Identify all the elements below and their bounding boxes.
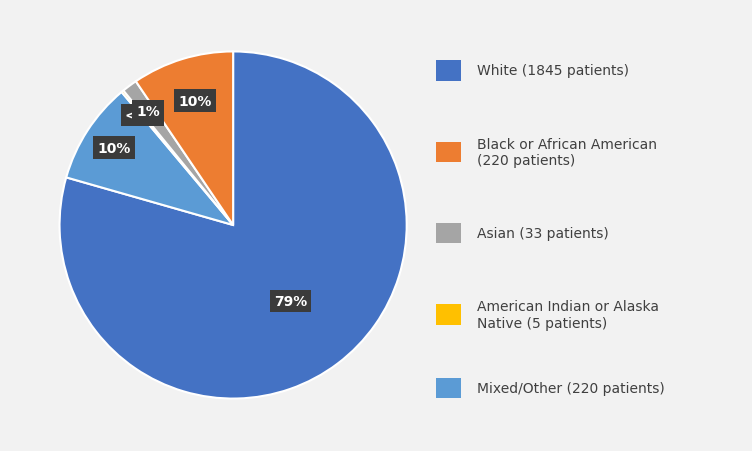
Text: Black or African American
(220 patients): Black or African American (220 patients) <box>478 138 657 167</box>
Bar <box>436 378 462 398</box>
Wedge shape <box>66 93 233 226</box>
Text: 1%: 1% <box>136 105 160 119</box>
Text: American Indian or Alaska
Native (5 patients): American Indian or Alaska Native (5 pati… <box>478 300 660 330</box>
Bar <box>436 223 462 244</box>
Text: Asian (33 patients): Asian (33 patients) <box>478 227 609 240</box>
Wedge shape <box>59 52 407 399</box>
Bar <box>436 305 462 325</box>
Text: 79%: 79% <box>274 295 308 308</box>
Wedge shape <box>122 91 233 226</box>
Text: 10%: 10% <box>178 94 211 108</box>
Text: Mixed/Other (220 patients): Mixed/Other (220 patients) <box>478 381 665 395</box>
Text: 10%: 10% <box>97 141 130 155</box>
Bar <box>436 61 462 81</box>
Text: <1%: <1% <box>125 109 160 123</box>
Bar <box>436 142 462 162</box>
Text: White (1845 patients): White (1845 patients) <box>478 64 629 78</box>
Wedge shape <box>136 52 233 226</box>
Wedge shape <box>123 82 233 226</box>
